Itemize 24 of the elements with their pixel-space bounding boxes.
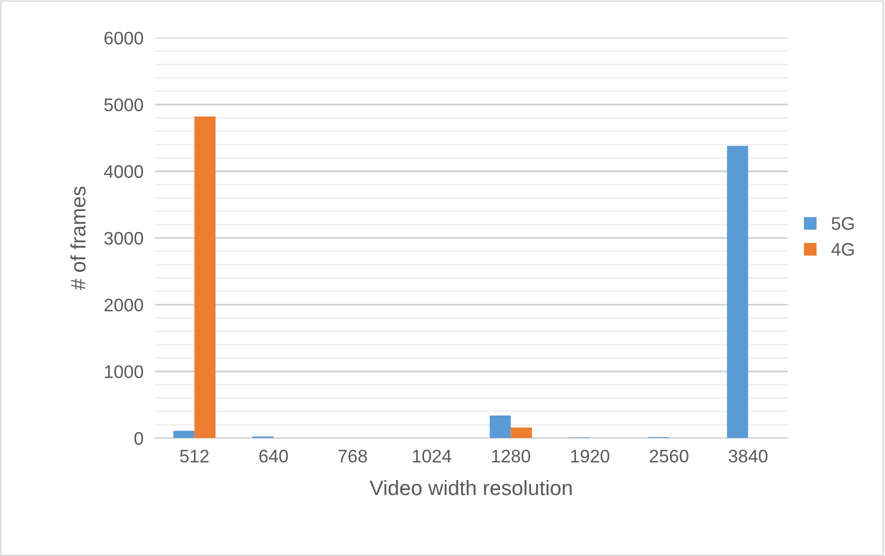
legend-label: 4G <box>831 242 854 256</box>
x-tick-label: 640 <box>259 450 288 462</box>
y-tick-label: 3000 <box>104 232 144 245</box>
y-tick-label: 2000 <box>104 298 144 312</box>
x-tick-label: 1280 <box>492 450 530 462</box>
bar <box>727 146 748 438</box>
y-tick-label: 4000 <box>104 165 144 178</box>
legend-label: 5G <box>832 217 854 230</box>
x-tick-label: 768 <box>338 450 367 462</box>
y-axis-title: # of frames <box>70 186 86 290</box>
x-tick-label: 2560 <box>650 450 688 462</box>
x-tick-label: 1024 <box>413 450 452 462</box>
x-tick-label: 3840 <box>728 450 768 462</box>
y-tick-label: 0 <box>134 432 144 445</box>
y-tick-label: 1000 <box>104 365 144 378</box>
bar <box>194 116 216 438</box>
bar <box>490 415 511 438</box>
x-tick-label: 512 <box>180 450 209 462</box>
x-axis-title: Video width resolution <box>370 480 572 496</box>
bar <box>173 430 194 438</box>
y-tick-label: 6000 <box>104 32 144 45</box>
bar <box>510 427 532 438</box>
x-tick-label: 1920 <box>571 450 610 462</box>
y-tick-label: 5000 <box>104 98 144 112</box>
